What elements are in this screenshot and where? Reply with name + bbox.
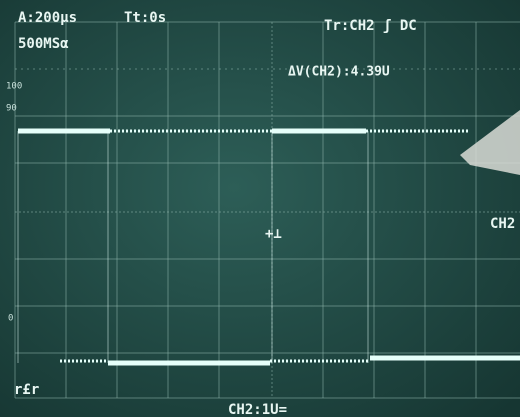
glare	[460, 110, 520, 175]
graticule	[14, 21, 520, 399]
sample-rate: 500MSα	[18, 36, 69, 52]
level-label: 90	[6, 104, 17, 114]
level-label: 100	[6, 82, 22, 92]
channel-scale: CH2:1U=	[228, 402, 287, 417]
timebase: A:200µs	[18, 10, 77, 26]
trigger-setting: Tr:CH2 ʃ DC	[324, 18, 417, 34]
level-label: 0	[8, 314, 13, 324]
waveform	[17, 128, 520, 366]
measurement: ΔV(CH2):4.39U	[288, 65, 390, 80]
trigger-marker: +⊥	[265, 226, 282, 242]
menu-label: r£r	[14, 382, 39, 398]
trigger-time: Tt:0s	[124, 10, 166, 26]
channel-marker: CH2	[490, 216, 515, 232]
